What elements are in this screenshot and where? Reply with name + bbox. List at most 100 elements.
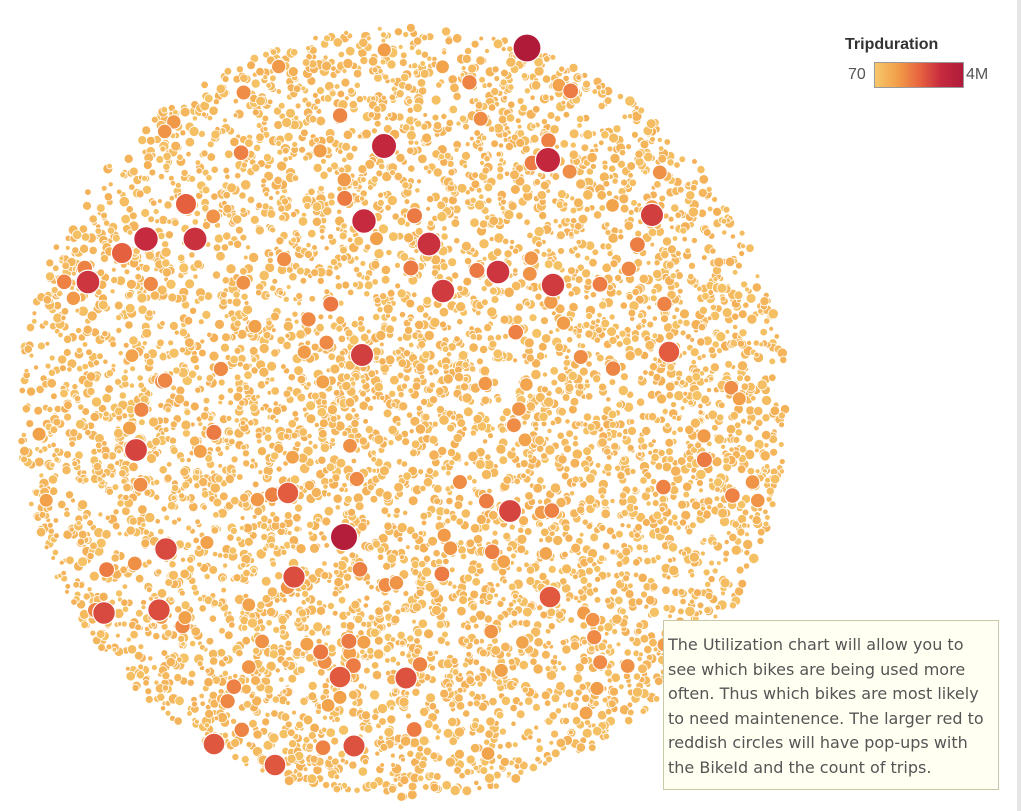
bike-bubble[interactable] <box>753 351 760 358</box>
bike-bubble[interactable] <box>337 148 344 155</box>
bike-bubble[interactable] <box>700 254 708 261</box>
bike-bubble[interactable] <box>403 198 411 205</box>
bike-bubble[interactable] <box>480 469 492 481</box>
bike-bubble[interactable] <box>157 401 165 409</box>
bike-bubble[interactable] <box>125 671 136 682</box>
bike-bubble[interactable] <box>609 497 616 505</box>
bike-bubble[interactable] <box>598 523 607 532</box>
bike-bubble[interactable] <box>221 276 230 285</box>
bike-bubble[interactable] <box>497 142 505 149</box>
bike-bubble[interactable] <box>268 194 275 201</box>
bike-bubble[interactable] <box>240 161 248 169</box>
bike-bubble[interactable] <box>264 425 273 434</box>
bike-bubble[interactable] <box>473 129 482 137</box>
bike-bubble[interactable] <box>547 622 556 631</box>
bike-bubble[interactable] <box>278 728 290 740</box>
bike-bubble[interactable] <box>204 709 215 719</box>
bike-bubble[interactable] <box>553 114 562 123</box>
bike-bubble[interactable] <box>627 208 635 216</box>
bike-bubble[interactable] <box>154 218 161 225</box>
bike-bubble[interactable] <box>636 436 646 445</box>
bike-bubble[interactable] <box>312 162 323 173</box>
bike-bubble[interactable] <box>508 523 516 531</box>
bike-bubble[interactable] <box>446 423 456 433</box>
bike-bubble[interactable] <box>654 553 662 561</box>
bike-bubble[interactable] <box>550 729 559 739</box>
bike-bubble[interactable] <box>236 360 244 368</box>
bike-bubble[interactable] <box>745 243 755 253</box>
bike-bubble[interactable] <box>665 447 674 456</box>
bike-bubble[interactable] <box>158 352 168 362</box>
bike-bubble[interactable] <box>597 554 606 562</box>
bike-bubble[interactable] <box>263 473 270 480</box>
bike-bubble[interactable] <box>231 297 242 308</box>
bike-bubble[interactable] <box>407 781 418 792</box>
bike-bubble[interactable] <box>736 527 746 537</box>
bike-bubble[interactable] <box>294 503 304 513</box>
bike-bubble[interactable] <box>283 131 294 142</box>
bike-bubble[interactable] <box>435 81 443 89</box>
bike-bubble[interactable] <box>328 714 335 721</box>
bike-bubble[interactable] <box>321 726 328 734</box>
bike-bubble[interactable] <box>778 458 786 465</box>
bike-bubble[interactable] <box>538 537 544 544</box>
bike-bubble[interactable] <box>386 59 397 70</box>
bike-bubble[interactable] <box>444 36 454 46</box>
bike-bubble[interactable] <box>569 701 580 712</box>
bike-bubble[interactable] <box>728 532 738 543</box>
bike-bubble[interactable] <box>728 601 737 610</box>
bike-bubble[interactable] <box>721 229 728 236</box>
bike-bubble[interactable] <box>622 336 632 347</box>
bike-bubble[interactable] <box>598 204 607 212</box>
bike-bubble[interactable] <box>536 604 544 612</box>
bike-bubble[interactable] <box>33 364 40 371</box>
bike-bubble[interactable] <box>255 122 263 129</box>
bike-bubble[interactable] <box>166 500 177 511</box>
bike-bubble[interactable] <box>259 405 266 412</box>
bike-bubble[interactable] <box>624 715 634 726</box>
bike-bubble[interactable] <box>214 318 225 330</box>
bike-bubble[interactable] <box>415 404 423 412</box>
bike-bubble[interactable] <box>581 518 589 526</box>
bike-bubble[interactable] <box>425 205 432 212</box>
bike-bubble[interactable] <box>546 607 557 618</box>
bike-bubble[interactable] <box>208 105 219 116</box>
bike-bubble[interactable] <box>376 305 384 314</box>
bike-bubble[interactable] <box>506 770 512 777</box>
bike-bubble[interactable] <box>744 433 754 443</box>
bike-bubble[interactable] <box>60 307 70 316</box>
bike-bubble[interactable] <box>598 300 608 310</box>
bike-bubble[interactable] <box>463 460 470 467</box>
bike-bubble[interactable] <box>456 318 464 326</box>
bike-bubble[interactable] <box>160 505 168 513</box>
bike-bubble[interactable] <box>272 400 279 407</box>
bike-bubble[interactable] <box>464 623 472 631</box>
bike-bubble[interactable] <box>305 100 313 108</box>
bike-bubble[interactable] <box>284 332 291 339</box>
bike-bubble[interactable] <box>754 468 761 475</box>
bike-bubble[interactable] <box>585 392 594 401</box>
bike-bubble[interactable] <box>403 232 415 244</box>
bike-bubble[interactable] <box>478 159 485 166</box>
bike-bubble[interactable] <box>219 491 229 502</box>
bike-bubble[interactable] <box>308 114 318 124</box>
bike-bubble[interactable] <box>274 189 281 196</box>
bike-bubble[interactable] <box>277 101 286 110</box>
bike-bubble[interactable] <box>185 150 192 158</box>
bike-bubble[interactable] <box>574 251 582 259</box>
bike-bubble[interactable] <box>341 280 351 290</box>
bike-bubble[interactable] <box>371 66 379 74</box>
bike-bubble[interactable] <box>239 233 248 242</box>
bike-bubble[interactable] <box>689 572 696 579</box>
bike-bubble[interactable] <box>569 457 581 469</box>
bike-bubble[interactable] <box>25 386 36 397</box>
bike-bubble[interactable] <box>222 231 232 241</box>
bike-bubble[interactable] <box>295 292 304 300</box>
bike-bubble[interactable] <box>642 369 649 376</box>
bike-bubble[interactable] <box>592 586 599 594</box>
bike-bubble[interactable] <box>58 559 65 566</box>
bike-bubble[interactable] <box>335 324 344 333</box>
bike-bubble[interactable] <box>138 418 146 427</box>
bike-bubble[interactable] <box>193 363 201 371</box>
bike-bubble[interactable] <box>406 634 415 643</box>
